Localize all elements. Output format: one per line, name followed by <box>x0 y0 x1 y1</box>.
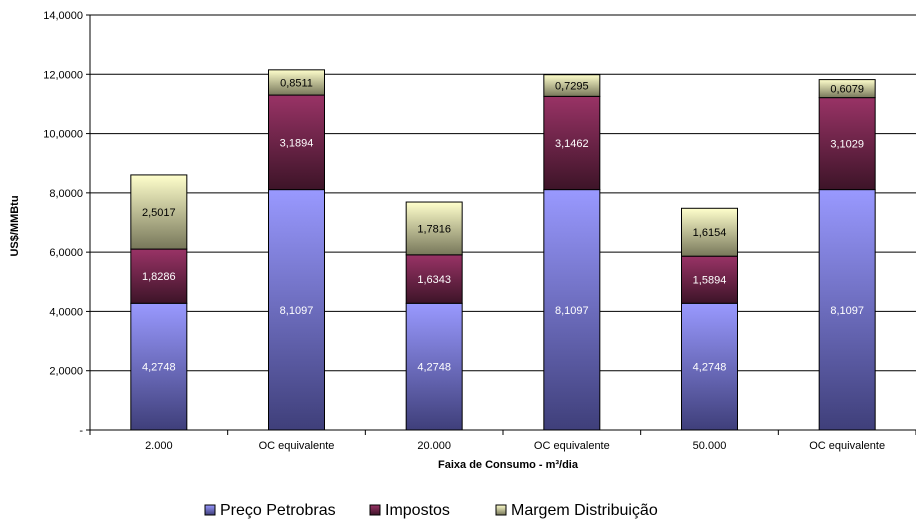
y-tick-label: - <box>79 425 83 437</box>
legend-swatch <box>204 504 216 516</box>
y-tick-label: 10,0000 <box>43 129 83 141</box>
data-label: 3,1029 <box>830 139 864 151</box>
bar-segment <box>818 97 876 191</box>
data-label: 2,5017 <box>142 207 176 219</box>
data-label: 1,8286 <box>142 271 176 283</box>
bar-segment <box>130 248 188 304</box>
y-tick-label: 2,0000 <box>49 366 83 378</box>
data-label: 1,6343 <box>417 274 451 286</box>
x-tick-labels: 2.000 OC equivalente 20.000 OC equivalente 5… <box>145 440 885 452</box>
data-label: 0,7295 <box>555 81 589 93</box>
x-tick-label: OC equivalente <box>809 440 885 452</box>
bar-segment <box>681 207 738 257</box>
data-label: 1,7816 <box>417 223 451 235</box>
data-label: 1,6154 <box>693 227 727 239</box>
y-tick-label: 14,0000 <box>43 10 83 22</box>
legend-swatch <box>369 504 381 516</box>
data-label: 4,2748 <box>417 362 451 374</box>
bar-segment <box>818 79 876 99</box>
legend-label: Margem Distribuição <box>511 502 658 519</box>
bars: 4,2748 1,8286 2,5017 8,1097 3,1894 0,8511 4,27… <box>130 69 876 431</box>
data-label: 0,6079 <box>830 84 864 96</box>
bar-segment <box>268 189 325 431</box>
bar-segment <box>405 302 463 431</box>
y-tick-labels: - 2,0000 4,0000 6,0000 8,0000 10,0000 12,0000 1… <box>43 10 83 437</box>
data-label: 4,2748 <box>693 362 727 374</box>
data-label: 8,1097 <box>830 305 864 317</box>
data-label: 4,2748 <box>142 362 176 374</box>
x-tick-label: OC equivalente <box>534 440 610 452</box>
x-axis-title: Faixa de Consumo - m³/dia <box>438 459 579 471</box>
data-label: 1,5894 <box>693 275 727 287</box>
legend: Preço Petrobras Impostos Margem Distribuiç… <box>204 502 658 519</box>
data-label: 3,1894 <box>280 137 314 149</box>
bar-segment <box>268 94 325 191</box>
axes <box>86 14 916 435</box>
y-tick-label: 6,0000 <box>49 247 83 259</box>
y-axis-title: US$/MMBtu <box>9 195 21 256</box>
bar-segment <box>268 69 325 96</box>
x-tick-label: OC equivalente <box>259 440 335 452</box>
bar-segment <box>130 174 188 250</box>
data-label: 0,8511 <box>280 77 313 89</box>
bar-segment <box>681 255 738 304</box>
legend-label: Preço Petrobras <box>220 502 336 519</box>
bar-segment <box>543 189 601 431</box>
bar-segment <box>681 302 738 431</box>
bar-segment <box>543 74 601 97</box>
x-tick-label: 50.000 <box>693 440 727 452</box>
legend-swatch <box>495 504 507 516</box>
bar-segment <box>405 201 463 256</box>
legend-label: Impostos <box>385 502 450 519</box>
bar-segment <box>405 254 463 304</box>
x-tick-label: 2.000 <box>145 440 173 452</box>
data-label: 3,1462 <box>555 138 589 150</box>
x-tick-label: 20.000 <box>417 440 451 452</box>
bar-segment <box>543 95 601 191</box>
y-tick-label: 12,0000 <box>43 69 83 81</box>
y-tick-label: 4,0000 <box>49 306 83 318</box>
gridlines <box>90 14 916 372</box>
y-tick-label: 8,0000 <box>49 188 83 200</box>
data-label: 8,1097 <box>555 305 589 317</box>
data-label: 8,1097 <box>280 305 314 317</box>
